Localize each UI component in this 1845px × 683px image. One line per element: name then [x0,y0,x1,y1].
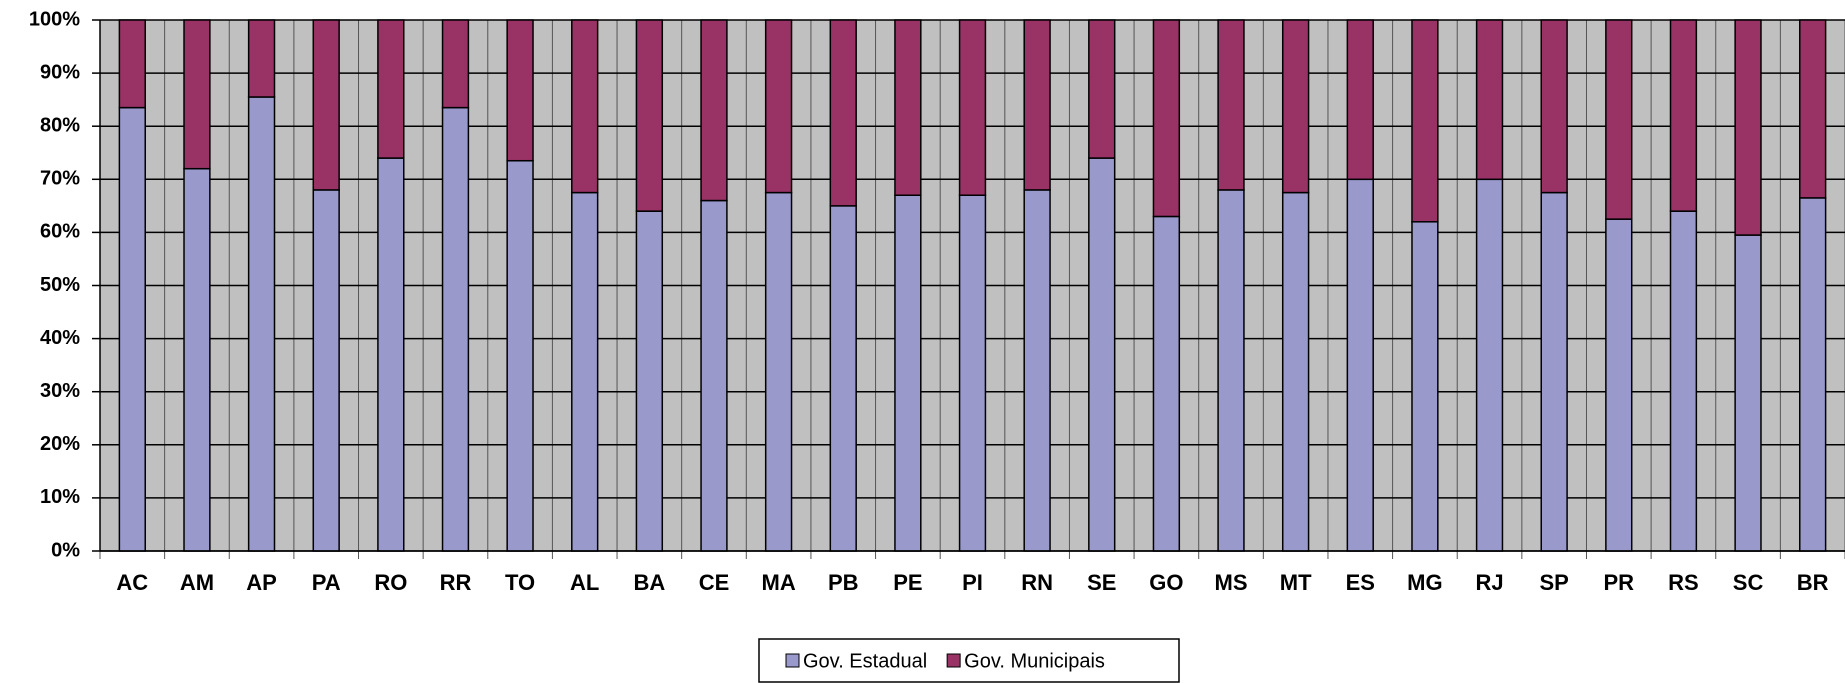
bar-segment [958,19,987,196]
bar-segment [441,106,470,552]
bar-segment [958,194,987,552]
bar-segment [183,167,211,552]
bar-segment [1799,197,1827,552]
x-tick-label: RO [374,570,407,595]
bar-segment [894,19,922,196]
y-tick-label: 70% [40,168,80,190]
bar-segment [1475,19,1504,181]
x-tick-label: RN [1021,570,1053,595]
bar-segment [829,19,857,207]
bar-segment [377,157,405,552]
x-tick-label: BA [633,570,665,595]
legend: Gov. Estadual Gov. Municipais [758,638,1180,683]
bar-segment [377,19,405,159]
bar-segment [1411,19,1439,223]
bar-segment [1734,19,1762,236]
x-tick-label: PE [893,570,922,595]
bar-segment [312,19,340,191]
bar-segment [1152,19,1181,218]
x-tick-label: PB [828,570,859,595]
x-tick-label: SE [1087,570,1116,595]
legend-label: Gov. Municipais [964,650,1105,672]
bar-segment [571,19,599,194]
y-tick-label: 80% [40,114,80,136]
bar-segment [1088,19,1116,159]
y-tick-label: 50% [40,274,80,296]
bar-segment [1346,178,1374,552]
bar-segment [118,106,146,552]
x-tick-label: PR [1604,570,1635,595]
bar-segment [441,19,470,109]
x-tick-label: RS [1668,570,1699,595]
bar-segment [1023,19,1051,191]
y-tick-label: 90% [40,61,80,83]
bar-segment [764,19,793,194]
bar-segment [1540,19,1568,194]
bar-segment [1281,19,1310,194]
y-tick-label: 20% [40,433,80,455]
x-tick-label: MA [762,570,796,595]
x-tick-label: AL [570,570,599,595]
x-tick-label: CE [699,570,730,595]
x-tick-label: RR [440,570,472,595]
bar-segment [829,205,857,552]
bar-segment [1540,191,1568,552]
bar-segment [1217,189,1245,552]
y-tick-label: 100% [29,8,80,30]
y-tick-label: 10% [40,486,80,508]
bar-segment [1281,191,1310,552]
bar-segment [1605,19,1633,220]
bar-segment [894,194,922,552]
y-tick-label: 40% [40,327,80,349]
bar-segment [571,191,599,552]
y-tick-label: 30% [40,380,80,402]
x-tick-label: TO [505,570,535,595]
bar-segment [1669,19,1698,212]
bar-segment [247,96,276,552]
bar-segment [247,19,276,98]
legend-swatch [946,653,961,668]
bar-segment [183,19,211,170]
bar-segment [1669,210,1698,552]
bar-segment [635,19,664,212]
legend-swatch [785,653,800,668]
x-tick-label: MT [1280,570,1312,595]
x-tick-label: MS [1215,570,1248,595]
bar-segment [1734,234,1762,552]
x-tick-label: PI [962,570,983,595]
x-tick-label: AM [180,570,214,595]
x-tick-label: BR [1797,570,1829,595]
bar-segment [635,210,664,552]
x-tick-label: ES [1346,570,1375,595]
bar-segment [1217,19,1245,191]
bar-segment [1799,19,1827,199]
legend-label: Gov. Estadual [803,650,927,672]
bar-segment [118,19,146,109]
x-tick-label: SC [1733,570,1764,595]
bar-segment [1152,215,1181,552]
bar-segment [1088,157,1116,552]
x-tick-label: RJ [1475,570,1503,595]
bar-segment [1411,221,1439,552]
x-tick-label: PA [312,570,341,595]
y-tick-label: 0% [51,539,80,561]
bar-segment [700,19,728,202]
bar-segment [506,159,534,552]
x-tick-label: AC [116,570,148,595]
x-tick-label: SP [1539,570,1568,595]
bar-segment [1605,218,1633,552]
bar-segment [312,189,340,552]
bar-segment [700,199,728,552]
bar-segment [1023,189,1051,552]
x-tick-label: AP [246,570,277,595]
legend-box [758,638,1180,683]
x-tick-label: GO [1149,570,1183,595]
bar-segment [1475,178,1504,552]
bar-segment [506,19,534,162]
y-tick-label: 60% [40,221,80,243]
bar-segment [764,191,793,552]
bar-segment [1346,19,1374,181]
x-tick-label: MG [1407,570,1442,595]
